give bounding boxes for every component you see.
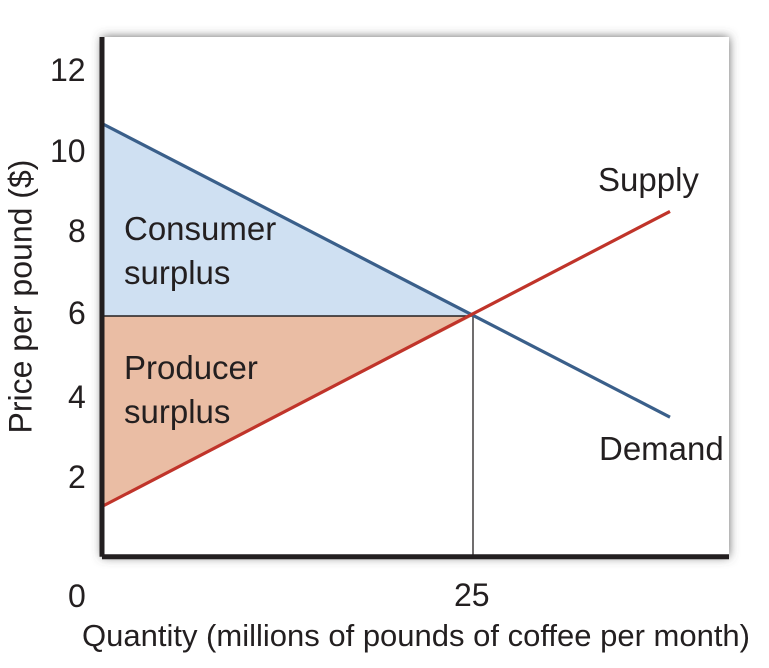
svg-text:surplus: surplus [124,393,230,430]
svg-text:Consumer: Consumer [124,210,276,247]
svg-text:surplus: surplus [124,254,230,291]
svg-text:Producer: Producer [124,349,258,386]
svg-text:Supply: Supply [598,161,699,198]
svg-text:Demand: Demand [599,430,724,467]
